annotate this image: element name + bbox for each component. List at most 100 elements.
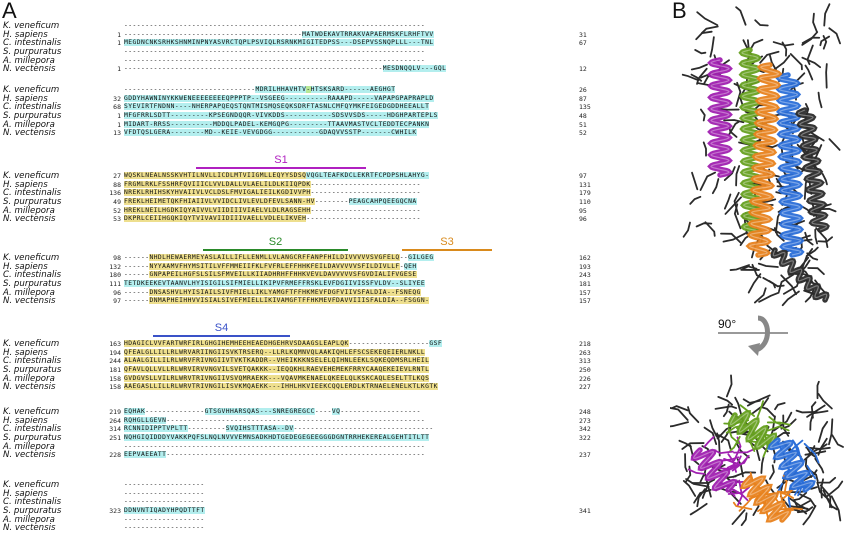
alignment-block: K. veneficum ------------------- H. sapien… bbox=[0, 481, 600, 533]
sequence-segment: AAEGASLLILLRLWRVTRIVNGILISVKMQAEKK---IHH… bbox=[124, 383, 438, 391]
alignment-row: S. purpuratus 49 FREKLHEIMETQKFHIAIIVLVVID… bbox=[0, 198, 600, 207]
sidechain bbox=[807, 267, 825, 276]
sequence-segment: WQSKLNEALNSSKVHTILNVLLICDLMTVIIGMLLEQYYS… bbox=[124, 172, 307, 179]
segment-bar-s1 bbox=[196, 167, 366, 169]
start-position: 1 bbox=[117, 39, 121, 48]
sequence-segment: -- bbox=[399, 254, 409, 261]
end-position: 31 bbox=[579, 30, 587, 39]
species-name: K. veneficum bbox=[3, 253, 60, 263]
start-position: 314 bbox=[109, 425, 121, 434]
sidechain bbox=[733, 203, 742, 230]
alignment-row: H. sapiens 132 ------NYYAAMVFHYMSITILVFFMM… bbox=[0, 262, 600, 272]
helix-green bbox=[738, 47, 764, 238]
sequence-segment: NQHGIQIDDDYVAKKPQFSLNQLNVVVEMNSADKHDTGED… bbox=[124, 434, 430, 442]
species-name: S. purpuratus bbox=[3, 506, 62, 517]
sidechain bbox=[703, 426, 718, 446]
panel-b-label: B bbox=[672, 0, 687, 23]
start-position: 244 bbox=[109, 357, 121, 366]
sidechain bbox=[685, 478, 710, 488]
helix-blue-highlight bbox=[778, 74, 802, 256]
sequence: ------------------- bbox=[124, 481, 577, 490]
species-name: C. intestinalis bbox=[3, 102, 62, 113]
alignment-row: K. veneficum 163 HDAGICLVVFARTWRFIRLGHGIHE… bbox=[0, 340, 600, 349]
sequence-segment: SYEVIRTFNDNN----NHERPAPQEQSTQNTMISMQSEQK… bbox=[124, 103, 430, 111]
sidechain bbox=[727, 120, 740, 137]
helices-bottom bbox=[690, 409, 816, 523]
sidechain bbox=[722, 403, 730, 418]
species-name: K. veneficum bbox=[3, 407, 60, 417]
sequence-segment: EEPVAEEATT bbox=[124, 451, 167, 459]
sidechain bbox=[767, 425, 790, 432]
alignment-block: S1 K. veneficum 27 WQSKLNEALNSSKVHTILNVLLIC… bbox=[0, 154, 600, 224]
sidechain bbox=[769, 54, 777, 71]
end-position: 162 bbox=[579, 254, 591, 262]
sidechain bbox=[689, 502, 708, 516]
sidechain bbox=[690, 63, 708, 71]
sidechain bbox=[766, 421, 792, 426]
sidechain bbox=[789, 53, 803, 71]
species-name: H. sapiens bbox=[3, 93, 48, 104]
sidechain bbox=[717, 395, 734, 406]
end-position: 157 bbox=[579, 297, 591, 306]
sidechain bbox=[779, 491, 795, 499]
end-position: 87 bbox=[579, 94, 587, 103]
helix-blue-top bbox=[767, 437, 816, 493]
start-position: 13 bbox=[113, 129, 121, 138]
species-name: K. veneficum bbox=[3, 339, 60, 349]
sequence: TETDKEEKEVTAANVLHYISIGILSIFMIELLIKIPVFRM… bbox=[124, 280, 577, 289]
sidechain bbox=[822, 35, 828, 50]
sidechain bbox=[817, 437, 828, 456]
sequence-segment: -------------------------- bbox=[310, 206, 421, 214]
sequence-segment: ----------------------------------------… bbox=[166, 416, 426, 424]
sequence-segment: - bbox=[306, 86, 311, 93]
sidechain bbox=[750, 38, 764, 50]
end-position: 51 bbox=[579, 120, 587, 129]
sequence-segment: NREKLRHIHSKYHVAIIVLVCLDSLFMVIGALIEILKGDI… bbox=[124, 189, 311, 197]
start-position: 96 bbox=[113, 288, 121, 297]
sequence: MIDART-RRSS----------MDDQLPADEL-KEMGQPG-… bbox=[124, 120, 577, 130]
sidechain bbox=[670, 421, 689, 428]
sequence: ----------------------------------------… bbox=[124, 48, 577, 57]
sidechain bbox=[816, 481, 829, 500]
sequence: ----------------------------------------… bbox=[124, 65, 577, 74]
sequence-segment: ------------------- bbox=[124, 524, 205, 532]
species-name: N. vectensis bbox=[3, 64, 56, 75]
sequence: ------------------- bbox=[124, 498, 577, 507]
segment-bar-s2 bbox=[203, 249, 348, 251]
alignment-row: N. vectensis 228 EEPVAEEATT---------------… bbox=[0, 451, 600, 460]
sidechain bbox=[724, 196, 742, 215]
alignment-row: S. purpuratus ---------------------------… bbox=[0, 48, 600, 57]
sequence-segment: DKPRLCEIIHGQKIQYTVIVAVIIDIIIVAELLVDLELIK… bbox=[124, 215, 307, 223]
start-position: 68 bbox=[113, 103, 121, 112]
sidechain bbox=[695, 30, 713, 41]
alignment-block: K. veneficum 219 EQHAK--------------GTSGVH… bbox=[0, 408, 600, 460]
sequence-segment: ------ bbox=[124, 297, 150, 305]
sequence: QFAVLQLLVLLRLWRVIRVVNGVILSVETQAKKK--IEQQ… bbox=[124, 366, 577, 375]
sequence: GDDYHAWNINYKKWENEEEEEEEEQPPPTP--VSGEEG--… bbox=[124, 94, 577, 104]
alignment-row: A. millepora ------------------- bbox=[0, 516, 600, 525]
end-position: 12 bbox=[579, 65, 587, 74]
sidechain bbox=[781, 41, 788, 57]
sidechain bbox=[732, 471, 757, 478]
species-name: K. veneficum bbox=[3, 85, 60, 95]
sidechain bbox=[681, 442, 705, 450]
sidechain bbox=[699, 108, 706, 122]
sequence: ------------------- bbox=[124, 490, 577, 499]
sidechain bbox=[821, 173, 828, 186]
alignment-row: A. millepora 52 HREKLNEILHGDKIQYAIVVLVIIDI… bbox=[0, 207, 600, 216]
sidechain bbox=[778, 273, 795, 293]
sequence-segment: ------ bbox=[124, 271, 150, 279]
species-name: N. vectensis bbox=[3, 523, 56, 534]
end-position: 341 bbox=[579, 507, 591, 516]
sidechain bbox=[796, 506, 814, 514]
sidechain bbox=[771, 54, 791, 72]
sidechain bbox=[691, 171, 699, 191]
protein-structure-views: 90° bbox=[670, 3, 844, 527]
sidechain bbox=[801, 36, 821, 44]
alignment-row: S. purpuratus 111 TETDKEEKEVTAANVLHYISIGIL… bbox=[0, 280, 600, 289]
end-position: 48 bbox=[579, 112, 587, 121]
species-name: A. millepora bbox=[3, 205, 55, 216]
sequence: ------------------- bbox=[124, 524, 577, 533]
sidechain bbox=[760, 456, 765, 474]
sidechain bbox=[747, 273, 762, 294]
